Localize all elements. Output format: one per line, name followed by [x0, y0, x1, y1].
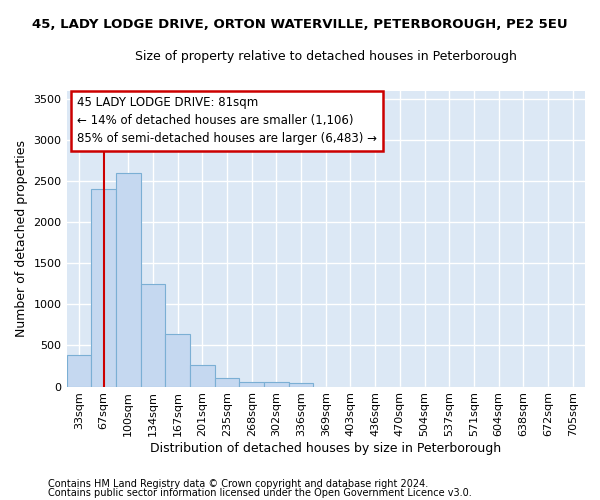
Bar [190, 365, 215, 386]
X-axis label: Distribution of detached houses by size in Peterborough: Distribution of detached houses by size … [150, 442, 502, 455]
Bar [264, 382, 289, 386]
Text: 45 LADY LODGE DRIVE: 81sqm
← 14% of detached houses are smaller (1,106)
85% of s: 45 LADY LODGE DRIVE: 81sqm ← 14% of deta… [77, 96, 377, 146]
Bar [91, 189, 116, 386]
Bar [116, 173, 140, 386]
Text: Contains public sector information licensed under the Open Government Licence v3: Contains public sector information licen… [48, 488, 472, 498]
Bar [140, 284, 165, 386]
Bar [165, 334, 190, 386]
Bar [67, 354, 91, 386]
Bar [289, 384, 313, 386]
Bar [215, 378, 239, 386]
Bar [239, 382, 264, 386]
Y-axis label: Number of detached properties: Number of detached properties [15, 140, 28, 337]
Text: 45, LADY LODGE DRIVE, ORTON WATERVILLE, PETERBOROUGH, PE2 5EU: 45, LADY LODGE DRIVE, ORTON WATERVILLE, … [32, 18, 568, 30]
Title: Size of property relative to detached houses in Peterborough: Size of property relative to detached ho… [135, 50, 517, 63]
Text: Contains HM Land Registry data © Crown copyright and database right 2024.: Contains HM Land Registry data © Crown c… [48, 479, 428, 489]
